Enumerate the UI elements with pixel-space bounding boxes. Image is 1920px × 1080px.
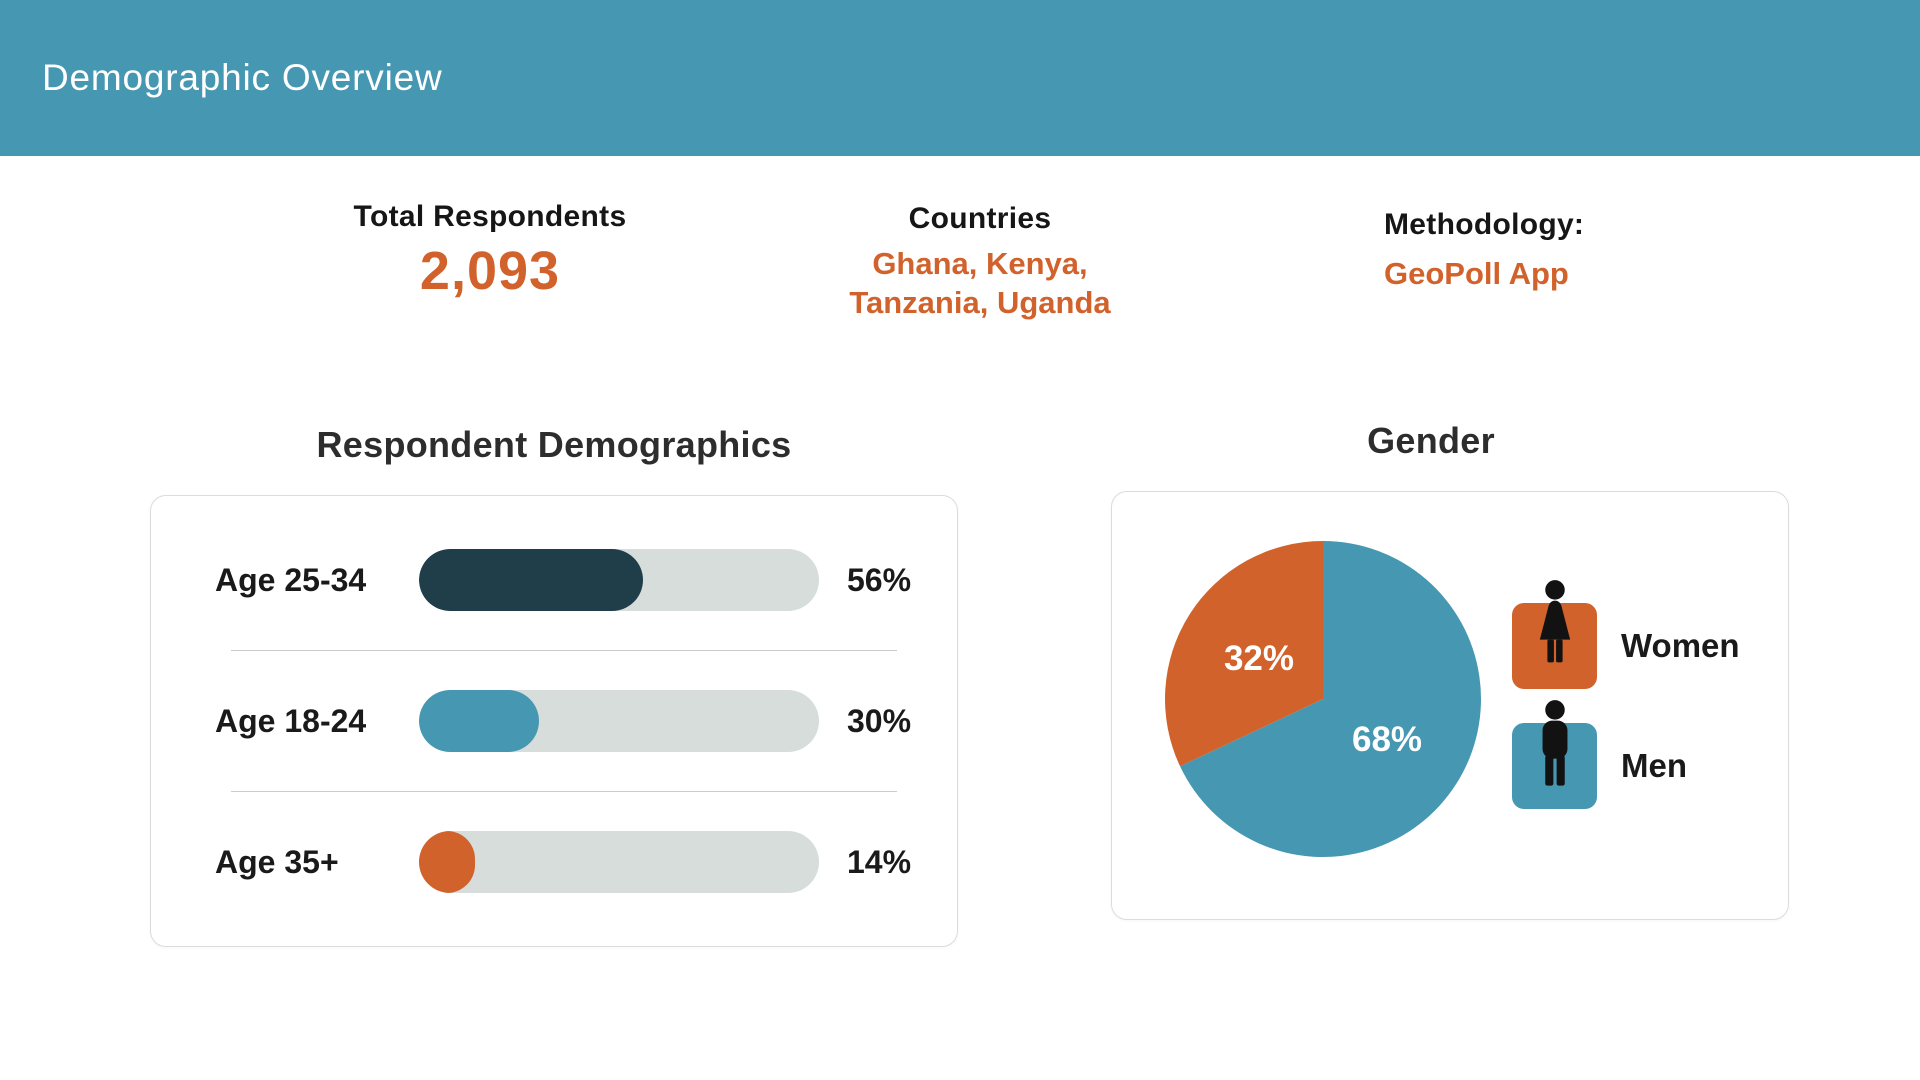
women-legend-swatch <box>1512 580 1597 689</box>
stat-label: Methodology: <box>1384 208 1585 241</box>
bar-category-label: Age 25-34 <box>215 561 367 598</box>
bar-value-label: 56% <box>847 561 912 598</box>
page-title: Demographic Overview <box>42 57 443 98</box>
stat-countries: Countries Ghana, Kenya, Tanzania, Uganda <box>760 202 1200 322</box>
pie-slice-label: 68% <box>1352 720 1422 759</box>
gender-pie-svg: 68% 32% <box>1165 541 1482 857</box>
legend-item-men: Men <box>1512 700 1740 809</box>
bar-chart-card: Age 25-34 56% Age 18-24 30% Age 35+ 14% <box>150 495 958 947</box>
stat-value: GeoPoll App <box>1384 256 1569 291</box>
legend-label: Men <box>1621 747 1687 784</box>
pie-legend: Women Men <box>1512 580 1740 809</box>
divider <box>231 650 897 651</box>
stat-methodology: Methodology: GeoPoll App <box>1384 208 1584 292</box>
legend-item-women: Women <box>1512 580 1740 689</box>
bar-fill <box>419 549 643 611</box>
stat-value: Ghana, Kenya, Tanzania, Uganda <box>849 246 1111 321</box>
pie-slice-women <box>1165 541 1323 767</box>
woman-icon <box>1539 580 1570 663</box>
pie-chart-title: Gender <box>1367 420 1495 461</box>
pie-slice-label: 32% <box>1224 639 1294 678</box>
men-legend-swatch <box>1512 700 1597 809</box>
bar-row-age-35-plus: Age 35+ 14% <box>175 792 933 932</box>
bar-category-label: Age 35+ <box>215 843 339 880</box>
bar-fill <box>419 690 539 752</box>
stat-label: Total Respondents <box>353 200 627 233</box>
pie-chart-card: 68% 32% Women <box>1111 491 1789 920</box>
bar-track <box>419 831 819 893</box>
stat-total-respondents: Total Respondents 2,093 <box>250 200 730 302</box>
divider <box>231 791 897 792</box>
stat-label: Countries <box>908 202 1052 235</box>
man-icon <box>1542 700 1567 786</box>
stat-value: 2,093 <box>419 241 561 301</box>
bar-fill <box>419 831 475 893</box>
pie-slice-men <box>1180 541 1482 857</box>
bar-row-age-25-34: Age 25-34 56% <box>175 510 933 650</box>
bar-value-label: 30% <box>847 702 912 739</box>
bar-chart-title: Respondent Demographics <box>316 424 792 465</box>
bar-value-label: 14% <box>847 843 912 880</box>
bar-category-label: Age 18-24 <box>215 702 367 739</box>
bar-track <box>419 690 819 752</box>
bar-track <box>419 549 819 611</box>
bar-row-age-18-24: Age 18-24 30% <box>175 651 933 791</box>
legend-label: Women <box>1621 627 1740 664</box>
header-banner: Demographic Overview <box>0 0 1920 156</box>
